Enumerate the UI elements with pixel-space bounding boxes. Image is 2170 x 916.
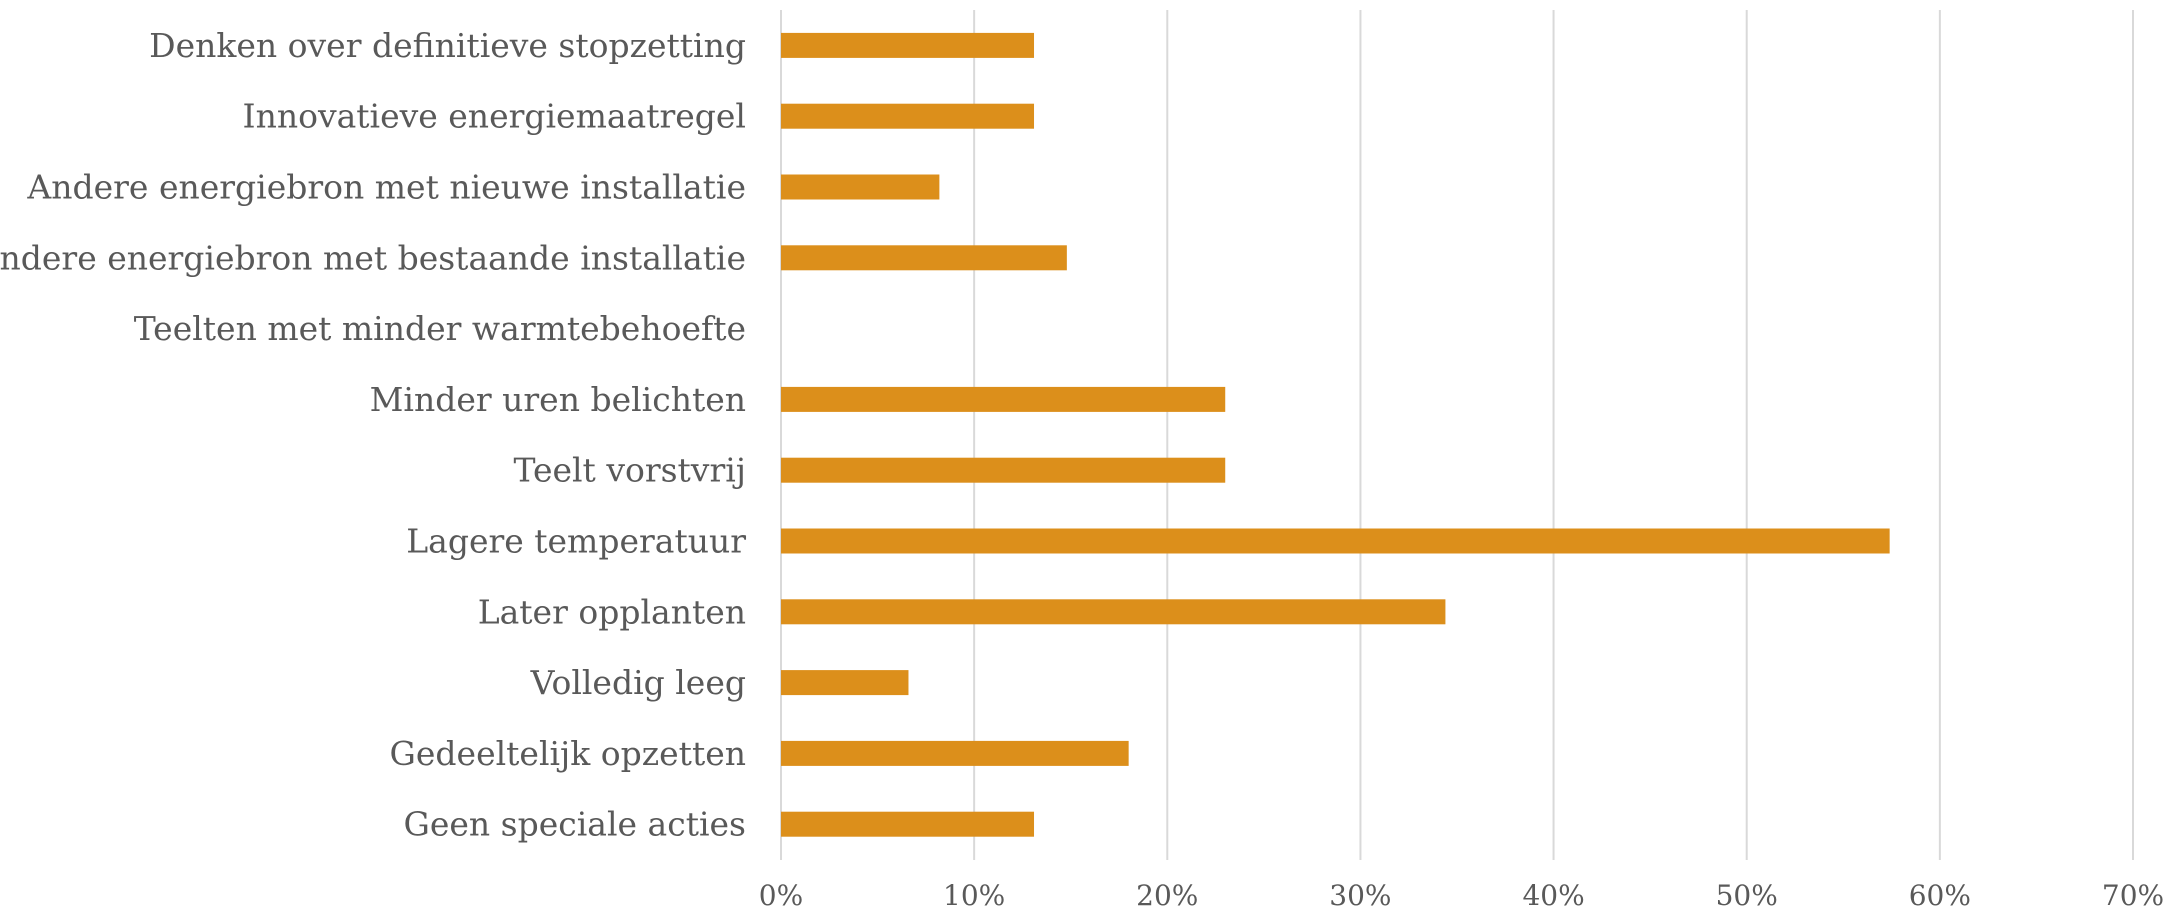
bar: [781, 386, 1226, 412]
bar: [781, 528, 1890, 554]
category-label: Later opplanten: [478, 592, 746, 631]
x-tick-label: 60%: [1909, 879, 1971, 912]
category-label: Geen speciale acties: [404, 805, 746, 844]
bar: [781, 32, 1035, 58]
bar: [781, 245, 1067, 271]
bar: [781, 174, 940, 200]
category-label: Andere energiebron met nieuwe installati…: [26, 168, 746, 207]
category-label: Teelten met minder warmtebehoefte: [134, 309, 746, 348]
x-tick-label: 10%: [943, 879, 1005, 912]
category-label: Innovatieve energiemaatregel: [243, 97, 746, 136]
category-label: Volledig leeg: [530, 663, 746, 702]
gridlines: [780, 10, 2134, 860]
bars: [781, 32, 1890, 837]
category-label: Denken over definitieve stopzetting: [149, 26, 746, 65]
x-tick-label: 0%: [759, 879, 803, 912]
bar: [781, 457, 1226, 483]
bar: [781, 599, 1446, 625]
bar: [781, 740, 1129, 766]
x-tick-label: 30%: [1329, 879, 1391, 912]
bar: [781, 811, 1035, 837]
bar: [781, 103, 1035, 129]
bar: [781, 670, 909, 696]
category-labels: Denken over definitieve stopzetting Innov…: [0, 26, 746, 844]
category-label: Gedeeltelijk opzetten: [390, 734, 746, 773]
x-tick-label: 70%: [2102, 879, 2164, 912]
category-label: Teelt vorstvrij: [514, 451, 747, 490]
category-label: Lagere temperatuur: [406, 522, 746, 561]
x-tick-label: 20%: [1136, 879, 1198, 912]
category-label: Minder uren belichten: [370, 380, 746, 419]
x-tick-label: 40%: [1522, 879, 1584, 912]
category-label: Andere energiebron met bestaande install…: [0, 238, 746, 277]
x-tick-label: 50%: [1716, 879, 1778, 912]
x-axis-tick-labels: 0% 10% 20% 30% 40% 50% 60% 70%: [759, 879, 2164, 912]
